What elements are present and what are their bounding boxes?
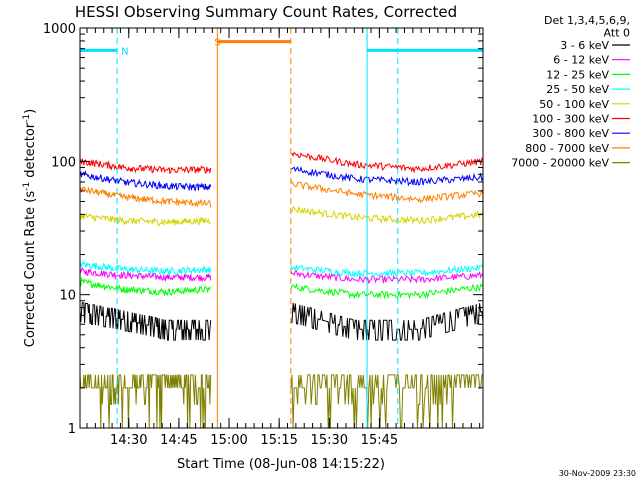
y-tick-label: 100	[51, 155, 76, 170]
y-axis-label: Corrected Count Rate (s-1 detector-1)	[22, 109, 38, 347]
series-50-100-kev	[79, 205, 484, 227]
series-line-7000-20000-kev-right	[290, 374, 483, 429]
series-line-300-800-kev-left	[79, 170, 212, 192]
x-tick-label: 14:45	[160, 433, 197, 448]
series-line-25-50-kev-left	[79, 260, 212, 277]
legend-label: 100 - 300 keV	[532, 113, 609, 126]
series-line-50-100-kev-right	[290, 205, 484, 225]
annotation-n: N	[121, 46, 128, 57]
legend-title-line: Det 1,3,4,5,6,9,	[544, 14, 630, 27]
series-100-300-kev	[79, 151, 484, 175]
legend-label: 25 - 50 keV	[546, 83, 609, 96]
series-layer	[79, 151, 484, 429]
x-tick-label: 15:15	[260, 433, 297, 448]
series-line-100-300-kev-right	[290, 151, 484, 174]
x-tick-label: 14:30	[110, 433, 147, 448]
series-line-3-6-kev-right	[290, 302, 484, 341]
legend-label: 3 - 6 keV	[560, 39, 609, 52]
axis-layer: 1 10 100 1000 14:30 14:45 15:00 15:15 15:30 15:45	[43, 22, 483, 448]
y-axis-label-exp2: -1	[22, 114, 32, 123]
y-axis-label-exp1: -1	[22, 182, 32, 191]
series-7000-20000-kev	[79, 374, 483, 429]
footer-date: 30-Nov-2009 23:30	[559, 469, 636, 478]
series-25-50-kev	[79, 260, 484, 279]
series-line-7000-20000-kev-left	[79, 374, 212, 429]
chart-title: HESSI Observing Summary Count Rates, Cor…	[75, 3, 457, 21]
legend-label: 800 - 7000 keV	[525, 142, 609, 155]
y-tick-label: 1000	[43, 22, 76, 37]
series-line-800-7000-kev-left	[79, 186, 212, 208]
series-line-6-12-kev-right	[290, 270, 484, 285]
x-tick-label: 15:00	[210, 433, 247, 448]
x-tick-label: 15:30	[311, 433, 348, 448]
y-axis-label-mid: detector	[23, 122, 38, 182]
series-6-12-kev	[79, 266, 484, 285]
series-line-25-50-kev-right	[290, 264, 484, 279]
y-tick-label: 1	[68, 422, 76, 437]
plot-frame	[79, 27, 484, 429]
series-line-50-100-kev-left	[79, 212, 212, 227]
series-line-6-12-kev-left	[79, 266, 212, 283]
series-line-300-800-kev-right	[290, 165, 484, 187]
y-axis-label-prefix: Corrected Count Rate (s	[23, 191, 38, 348]
series-line-100-300-kev-left	[79, 158, 212, 175]
series-line-800-7000-kev-right	[290, 180, 484, 204]
series-800-7000-kev	[79, 180, 484, 208]
annotation-s: S	[214, 38, 220, 49]
x-tick-label: 15:45	[361, 433, 398, 448]
legend-title-line: Att 0	[604, 27, 630, 40]
series-300-800-kev	[79, 165, 484, 192]
legend-label: 12 - 25 keV	[546, 68, 609, 81]
series-line-3-6-kev-left	[79, 302, 212, 341]
series-line-12-25-kev-left	[79, 276, 211, 297]
series-12-25-kev	[79, 276, 484, 300]
legend-label: 6 - 12 keV	[553, 54, 609, 67]
y-tick-label: 10	[59, 289, 76, 304]
legend: Det 1,3,4,5,6,9,Att 03 - 6 keV 6 - 12 keV…	[511, 14, 630, 170]
series-line-12-25-kev-right	[290, 282, 484, 300]
series-3-6-kev	[79, 302, 484, 341]
legend-label: 300 - 800 keV	[532, 127, 609, 140]
x-axis-label: Start Time (08-Jun-08 14:15:22)	[177, 457, 385, 472]
legend-label: 7000 - 20000 keV	[511, 157, 609, 170]
legend-label: 50 - 100 keV	[539, 98, 609, 111]
marker-layer: NS	[80, 28, 483, 428]
y-axis-label-suffix: )	[23, 109, 38, 114]
